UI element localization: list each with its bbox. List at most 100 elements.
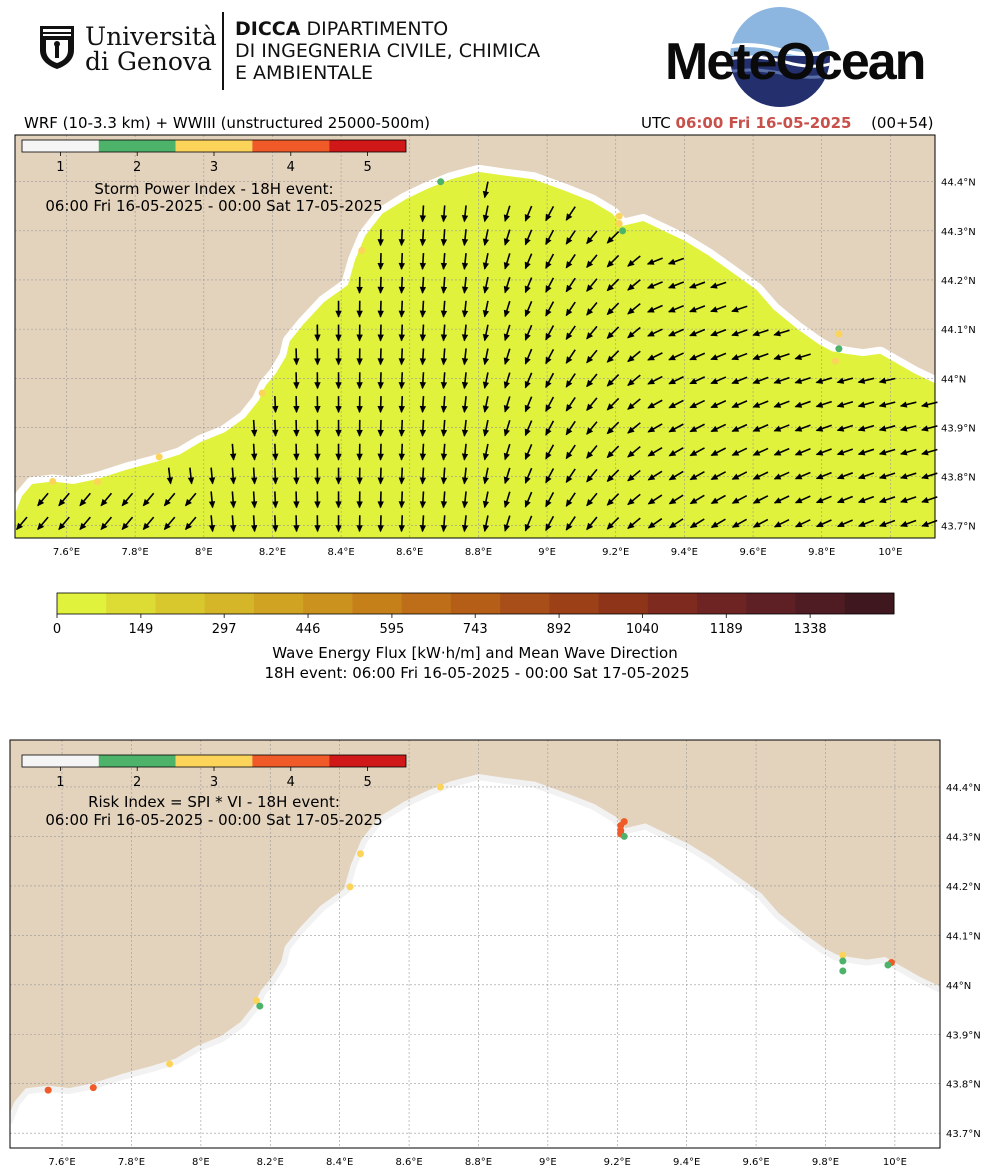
coastal-risk-point[interactable]	[835, 345, 843, 353]
wave-direction-arrowhead	[878, 401, 887, 408]
wave-direction-arrowhead	[710, 497, 719, 504]
coastal-risk-point[interactable]	[839, 951, 847, 959]
wave-direction-arrowhead	[920, 401, 929, 408]
wave-direction-arrowhead	[710, 449, 719, 456]
coastal-risk-point[interactable]	[346, 883, 354, 891]
map1-title-line-1: Storm Power Index - 18H event:	[94, 180, 333, 198]
wave-direction-arrowhead	[461, 453, 469, 461]
wave-direction-arrowhead	[398, 453, 405, 461]
coastal-risk-point[interactable]	[839, 967, 847, 975]
wave-direction-arrowhead	[314, 406, 321, 414]
utc-block: UTC 06:00 Fri 16-05-2025 (00+54)	[641, 114, 934, 132]
coastal-risk-point[interactable]	[155, 453, 163, 461]
wave-direction-arrowhead	[503, 309, 510, 318]
lat-tick-label: 44.3°N	[946, 832, 981, 843]
wave-direction-arrowhead	[647, 473, 656, 481]
wave-direction-arrowhead	[794, 377, 803, 384]
wave-direction-arrowhead	[752, 497, 761, 504]
wave-direction-arrowhead	[419, 429, 427, 437]
coastal-risk-point[interactable]	[619, 227, 627, 235]
colorbar-label: Wave Energy Flux [kW·h/m] and Mean Wave …	[272, 644, 677, 662]
coastal-risk-point[interactable]	[615, 219, 623, 227]
wave-direction-arrowhead	[586, 308, 594, 316]
coastal-risk-point[interactable]	[617, 822, 625, 830]
coastal-risk-point[interactable]	[620, 832, 628, 840]
wave-direction-arrowhead	[251, 429, 258, 437]
coastal-risk-point[interactable]	[252, 997, 260, 1005]
wave-direction-arrowhead	[586, 451, 594, 459]
coastal-risk-point[interactable]	[356, 850, 364, 858]
lon-tick-label: 7.8°E	[118, 1157, 145, 1168]
wave-direction-arrowhead	[398, 358, 405, 366]
wave-direction-arrowhead	[565, 403, 573, 412]
coastal-risk-point[interactable]	[884, 961, 892, 969]
wave-direction-arrowhead	[710, 425, 719, 432]
wave-direction-arrowhead	[545, 237, 552, 246]
coastal-risk-point[interactable]	[89, 1084, 97, 1092]
coastal-risk-point[interactable]	[358, 246, 366, 254]
wave-direction-arrowhead	[335, 406, 342, 414]
wave-direction-arrowhead	[545, 356, 552, 365]
coastal-risk-point[interactable]	[437, 178, 445, 186]
map1-lon-labels: 7.6°E 7.8°E 8°E 8.2°E 8.4°E 8.6°E 8.8°E 9°E 9.2°…	[53, 547, 903, 558]
wave-direction-arrowhead	[293, 453, 300, 461]
lat-tick-label: 44.2°N	[941, 276, 976, 287]
lat-tick-label: 44.2°N	[946, 882, 981, 893]
wave-direction-arrowhead	[689, 330, 697, 337]
wave-direction-arrowhead	[208, 501, 216, 509]
map1-grid	[14, 134, 936, 539]
wave-direction-arrowhead	[377, 286, 384, 294]
wave-direction-arrowhead	[689, 449, 698, 457]
coastal-risk-point[interactable]	[44, 1086, 52, 1094]
storm-power-map[interactable]: 1 2 3 4 5 Storm Power Index - 18H event: 06:…	[0, 130, 995, 570]
legend-class-swatch	[175, 755, 253, 767]
colorbar-cell	[647, 593, 698, 614]
map2-base	[10, 740, 940, 1148]
wave-direction-arrowhead	[440, 238, 448, 247]
wave-direction-arrowhead	[524, 333, 531, 341]
wave-direction-arrowhead	[731, 473, 740, 480]
coastal-risk-point[interactable]	[615, 212, 623, 220]
wave-direction-arrowhead	[377, 477, 384, 485]
wave-direction-arrowhead	[314, 525, 321, 533]
wave-direction-arrowhead	[879, 520, 887, 527]
wave-direction-arrowhead	[899, 473, 908, 480]
lon-tick-label: 8.8°E	[465, 1157, 492, 1168]
wave-direction-arrowhead	[752, 354, 760, 361]
wave-direction-arrowhead	[314, 429, 321, 437]
wave-direction-arrowhead	[545, 380, 552, 389]
wave-direction-arrowhead	[461, 381, 469, 390]
wave-flux-colorbar: 0 149 297 446 595 743 892 1040 1189 1338 Wave Ene…	[53, 592, 895, 682]
coastal-risk-point[interactable]	[258, 389, 266, 397]
wave-direction-arrowhead	[647, 330, 655, 337]
risk-index-map[interactable]: 1 2 3 4 5 Risk Index = SPI * VI - 18H event:…	[0, 735, 995, 1175]
coastal-risk-point[interactable]	[831, 357, 839, 365]
colorbar-tick-label: 0	[53, 622, 61, 637]
coastal-risk-point[interactable]	[49, 477, 57, 485]
wave-direction-arrowhead	[836, 401, 845, 408]
wave-direction-arrowhead	[586, 427, 594, 435]
wave-direction-arrowhead	[229, 525, 237, 533]
wave-direction-arrowhead	[857, 449, 866, 456]
wave-direction-arrowhead	[752, 330, 760, 337]
wave-direction-arrowhead	[545, 261, 552, 269]
wave-direction-arrowhead	[627, 450, 635, 458]
coastal-risk-point[interactable]	[436, 783, 444, 791]
wave-direction-arrowhead	[503, 333, 510, 342]
coastal-risk-point[interactable]	[256, 1002, 264, 1010]
wave-direction-arrowhead	[545, 523, 552, 532]
wave-direction-arrowhead	[646, 282, 655, 289]
coastal-risk-point[interactable]	[166, 1060, 174, 1068]
wave-direction-arrowhead	[251, 501, 258, 509]
map-frame	[9, 739, 941, 1149]
coastal-risk-point[interactable]	[839, 957, 847, 965]
wave-direction-arrowhead	[229, 501, 237, 509]
wave-direction-arrowhead	[503, 405, 510, 413]
coastal-risk-point[interactable]	[835, 330, 843, 338]
wave-direction-arrowhead	[627, 259, 635, 267]
colorbar-cell	[450, 593, 501, 614]
wave-direction-arrowhead	[586, 522, 594, 531]
coastal-risk-point[interactable]	[93, 477, 101, 485]
wave-direction-arrowhead	[377, 310, 384, 318]
wave-direction-arrowhead	[356, 286, 363, 294]
